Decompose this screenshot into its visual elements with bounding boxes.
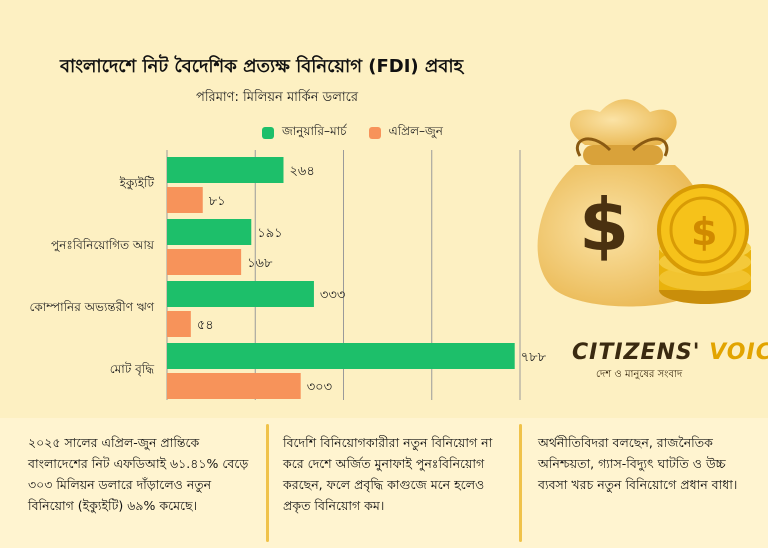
note-2: বিদেশি বিনিয়োগকারীরা নতুন বিনিয়োগ না ক… <box>283 435 493 513</box>
chart-title: বাংলাদেশে নিট বৈদেশিক প্রত্যক্ষ বিনিয়োগ… <box>60 56 464 77</box>
bar-series2 <box>167 373 301 399</box>
money-bag-illustration: $ $ <box>537 99 751 307</box>
legend-item-series2: এপ্রিল–জুন <box>368 123 443 143</box>
category-label: মোট বৃদ্ধি <box>110 362 154 377</box>
chart-legend: জানুয়ারি–মার্চ এপ্রিল–জুন <box>262 123 443 143</box>
logo-word1: CITIZENS' <box>572 340 701 365</box>
bar-series2 <box>167 249 242 275</box>
data-label: ১৯১ <box>257 226 282 241</box>
data-label: ৩৩৩ <box>320 288 345 303</box>
notes-divider-1 <box>266 424 269 542</box>
citizens-voice-logo: CITIZENS' VOICE দেশ ও মানুষের সংবাদ <box>572 340 768 400</box>
bar-series1 <box>167 343 515 369</box>
logo-word2: VOICE <box>709 340 768 365</box>
legend-swatch-series2 <box>368 127 381 139</box>
money-bag-icon: $ <box>537 99 714 307</box>
bar-series2 <box>167 187 203 213</box>
bar-series1 <box>167 157 284 183</box>
note-1: ২০২৫ সালের এপ্রিল-জুন প্রান্তিকে বাংলাদে… <box>28 435 249 513</box>
legend-label-series1: জানুয়ারি–মার্চ <box>282 124 347 138</box>
data-label: ৮১ <box>209 194 226 209</box>
notes-panel: ২০২৫ সালের এপ্রিল-জুন প্রান্তিকে বাংলাদে… <box>0 418 768 548</box>
category-label: পুনঃবিনিয়োগিত আয় <box>51 238 155 253</box>
bar-chart: ইক্যুইটি ২৬৪ ৮১ পুনঃবিনিয়োগিত আয় ১৯১ ১৬৮ কোম… <box>29 150 547 400</box>
bar-series1 <box>167 219 252 245</box>
notes-divider-2 <box>519 424 522 542</box>
category-label: কোম্পানির অভ্যন্তরীণ ঋণ <box>29 300 154 314</box>
svg-text:$: $ <box>579 183 629 267</box>
gold-coins-icon: $ <box>657 184 751 304</box>
bar-series1 <box>167 281 314 307</box>
svg-text:$: $ <box>691 210 717 254</box>
data-label: ৩০৩ <box>307 380 332 395</box>
data-label: ৭৮৮ <box>521 350 547 365</box>
chart-subtitle: পরিমাণ: মিলিয়ন মার্কিন ডলারে <box>196 90 359 105</box>
bar-series2 <box>167 311 191 337</box>
data-label: ৫৪ <box>197 318 214 333</box>
data-label: ১৬৮ <box>247 256 273 271</box>
legend-item-series1: জানুয়ারি–মার্চ <box>262 123 347 143</box>
legend-label-series2: এপ্রিল–জুন <box>388 124 443 138</box>
logo-tagline: দেশ ও মানুষের সংবাদ <box>596 369 683 380</box>
category-label: ইক্যুইটি <box>119 176 155 191</box>
legend-swatch-series1 <box>262 127 274 139</box>
data-label: ২৬৪ <box>289 164 314 179</box>
note-3: অর্থনীতিবিদরা বলছেন, রাজনৈতিক অনিশ্চয়তা… <box>538 435 738 492</box>
